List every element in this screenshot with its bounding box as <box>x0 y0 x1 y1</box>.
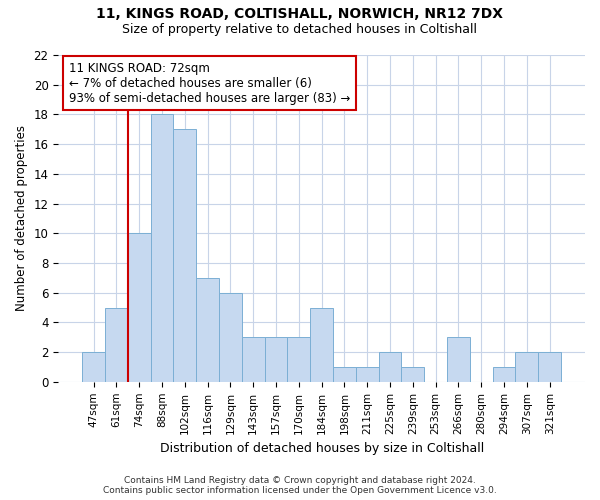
Bar <box>265 338 287 382</box>
Bar <box>151 114 173 382</box>
Bar <box>379 352 401 382</box>
Bar <box>128 234 151 382</box>
Bar <box>310 308 333 382</box>
Bar <box>82 352 105 382</box>
Y-axis label: Number of detached properties: Number of detached properties <box>15 126 28 312</box>
Bar <box>105 308 128 382</box>
Bar <box>219 292 242 382</box>
Text: Contains HM Land Registry data © Crown copyright and database right 2024.
Contai: Contains HM Land Registry data © Crown c… <box>103 476 497 495</box>
Bar <box>356 367 379 382</box>
Bar <box>538 352 561 382</box>
Bar <box>447 338 470 382</box>
Text: 11 KINGS ROAD: 72sqm
← 7% of detached houses are smaller (6)
93% of semi-detache: 11 KINGS ROAD: 72sqm ← 7% of detached ho… <box>69 62 350 104</box>
Text: 11, KINGS ROAD, COLTISHALL, NORWICH, NR12 7DX: 11, KINGS ROAD, COLTISHALL, NORWICH, NR1… <box>97 8 503 22</box>
Text: Size of property relative to detached houses in Coltishall: Size of property relative to detached ho… <box>122 22 478 36</box>
Bar <box>493 367 515 382</box>
Bar <box>333 367 356 382</box>
Bar <box>196 278 219 382</box>
X-axis label: Distribution of detached houses by size in Coltishall: Distribution of detached houses by size … <box>160 442 484 455</box>
Bar <box>401 367 424 382</box>
Bar <box>242 338 265 382</box>
Bar <box>515 352 538 382</box>
Bar <box>173 130 196 382</box>
Bar <box>287 338 310 382</box>
